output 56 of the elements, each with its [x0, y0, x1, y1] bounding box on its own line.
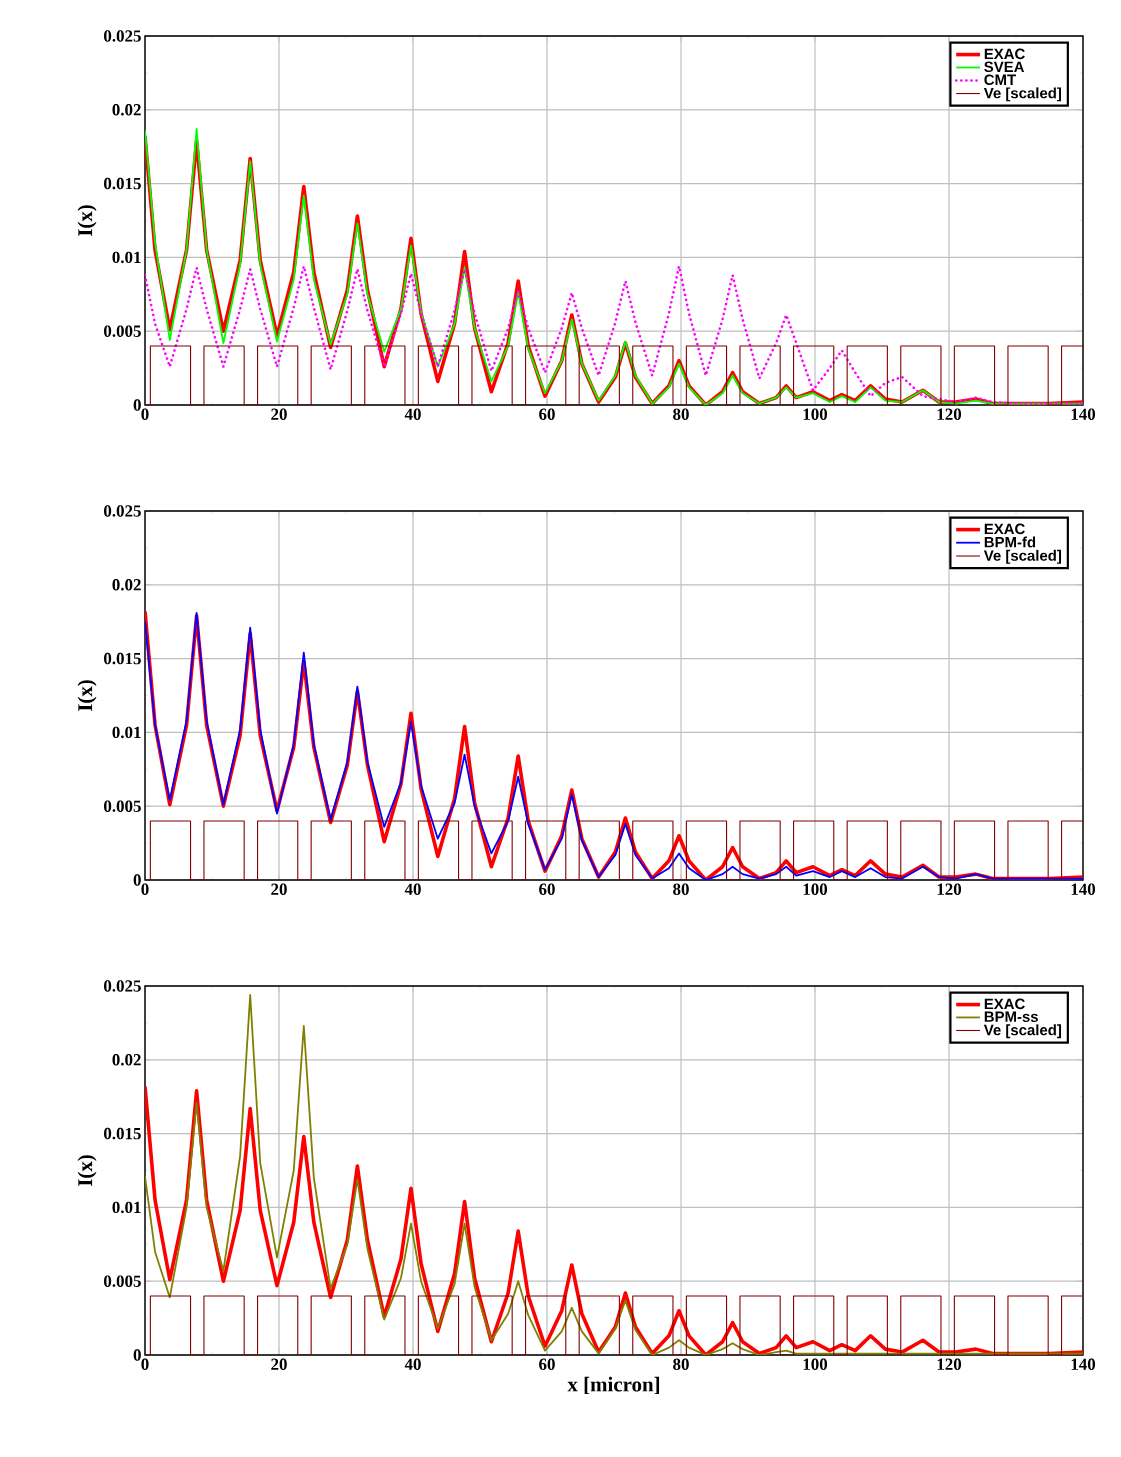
y-tick-label: 0.02: [112, 1054, 141, 1066]
x-tick-label: 40: [404, 883, 421, 895]
x-tick-label: 20: [271, 408, 287, 420]
x-tick-label: 40: [404, 1358, 421, 1370]
x-tick-label: 60: [539, 883, 555, 895]
y-tick-label: 0.015: [104, 177, 141, 190]
y-axis-title: I(x): [77, 1155, 97, 1187]
x-tick-label: 100: [803, 408, 828, 420]
y-tick-label: 0: [133, 874, 141, 886]
x-tick-label: 60: [539, 408, 555, 420]
legend-label: BPM-fd: [984, 536, 1036, 548]
y-axis-title: I(x): [77, 680, 97, 712]
x-tick-label: 20: [271, 883, 287, 895]
x-tick-label: 0: [141, 883, 149, 895]
x-tick-label: 120: [937, 408, 962, 420]
x-tick-label: 140: [1071, 883, 1096, 895]
legend-label: BPM-ss: [984, 1011, 1038, 1022]
y-tick-label: 0: [133, 1349, 141, 1361]
y-tick-label: 0.01: [112, 726, 141, 739]
x-tick-label: 140: [1071, 408, 1096, 420]
y-tick-label: 0: [133, 399, 141, 411]
y-tick-label: 0.025: [104, 980, 141, 992]
y-tick-label: 0.015: [104, 652, 141, 665]
legend-label: SVEA: [984, 61, 1025, 73]
y-tick-label: 0.005: [104, 800, 141, 812]
y-tick-label: 0.01: [112, 1201, 141, 1214]
x-tick-label: 40: [404, 408, 421, 420]
x-tick-label: 100: [803, 883, 828, 895]
x-tick-label: 80: [673, 883, 689, 895]
y-tick-label: 0.02: [112, 579, 141, 591]
x-tick-label: 80: [673, 1358, 689, 1370]
legend-label: Ve [scaled]: [983, 87, 1062, 102]
y-tick-label: 0.005: [104, 1275, 141, 1287]
x-tick-label: 120: [937, 883, 962, 895]
x-tick-label: 20: [271, 1358, 287, 1370]
x-tick-label: 120: [937, 1358, 962, 1370]
legend-label: Ve [scaled]: [983, 1024, 1062, 1039]
x-tick-label: 0: [141, 408, 149, 420]
legend-label: Ve [scaled]: [983, 549, 1062, 564]
x-tick-label: 140: [1071, 1358, 1096, 1370]
x-axis-title: x [micron]: [567, 1376, 660, 1395]
y-tick-label: 0.01: [112, 251, 141, 264]
y-tick-label: 0.02: [112, 104, 141, 116]
x-tick-label: 60: [539, 1358, 555, 1370]
legend-label: EXAC: [984, 48, 1025, 60]
legend-label: EXAC: [984, 523, 1025, 535]
x-tick-label: 100: [803, 1358, 828, 1370]
y-tick-label: 0.015: [104, 1127, 141, 1140]
y-tick-label: 0.005: [104, 325, 141, 337]
y-axis-title: I(x): [77, 205, 97, 237]
y-tick-label: 0.025: [104, 505, 141, 517]
x-tick-label: 80: [673, 408, 689, 420]
x-tick-label: 0: [141, 1358, 149, 1370]
legend-label: EXAC: [984, 998, 1025, 1010]
y-tick-label: 0.025: [104, 30, 141, 42]
legend-label: CMT: [984, 74, 1016, 86]
